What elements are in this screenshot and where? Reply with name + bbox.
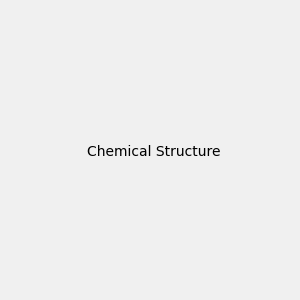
Text: Chemical Structure: Chemical Structure	[87, 145, 220, 158]
